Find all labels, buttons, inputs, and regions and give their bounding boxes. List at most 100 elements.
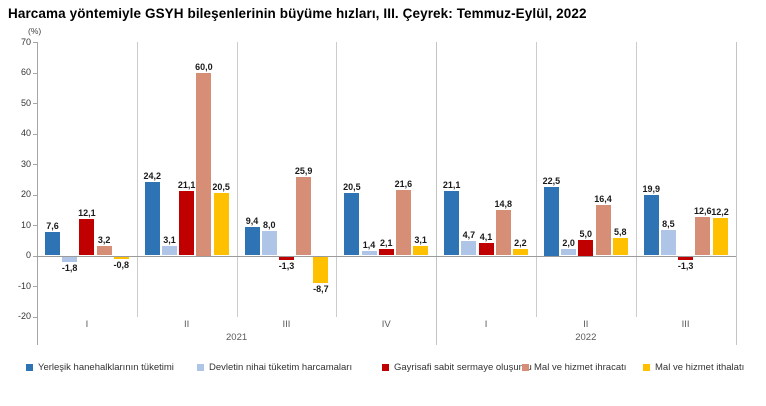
y-axis-tick-label: 20	[20, 189, 31, 199]
bar-2-q7	[660, 229, 676, 256]
legend-swatch-icon	[522, 363, 529, 371]
bar-value-label: 4,1	[479, 231, 493, 242]
bar-4-q2	[196, 72, 212, 256]
bar-value-label: 21,1	[442, 180, 461, 191]
bar-value-label: 16,4	[594, 194, 612, 205]
bar-5-q3	[313, 256, 329, 284]
y-axis-tick-label: 50	[20, 97, 31, 108]
legend-item: Yerleşik hanehalklarının tüketimi	[26, 361, 174, 373]
bar-1-q3	[244, 226, 260, 256]
bar-value-label: -1,3	[677, 261, 694, 272]
bar-value-label: 8,0	[262, 220, 276, 231]
bar-value-label: 3,1	[163, 235, 176, 246]
y-axis-tick	[33, 316, 37, 318]
bar-1-q1	[44, 232, 60, 256]
legend-swatch-icon	[197, 363, 204, 371]
y-axis-tick-label: -10	[17, 280, 31, 291]
quarter-separator-line	[635, 42, 637, 317]
legend-label: Yerleşik hanehalklarının tüketimi	[38, 361, 174, 373]
bar-value-label: 7,6	[46, 221, 59, 232]
legend-label: Mal ve hizmet ithalatı	[655, 361, 745, 373]
bar-1-q4	[344, 192, 360, 256]
bar-3-q7	[678, 256, 694, 261]
y-axis-tick-label: 0	[25, 250, 31, 260]
bar-value-label: 4,7	[462, 230, 476, 241]
bar-value-label: 5,0	[579, 229, 593, 240]
x-axis-quarter-label: III	[681, 318, 690, 330]
y-axis-tick-label: 40	[20, 128, 31, 138]
bar-5-q2	[213, 192, 229, 256]
bar-value-label: 21,6	[394, 178, 413, 189]
bar-4-q6	[595, 205, 611, 256]
bar-2-q4	[361, 251, 377, 256]
y-axis-tick-label: -20	[17, 311, 31, 321]
bar-2-q1	[62, 256, 78, 262]
bar-4-q3	[296, 176, 312, 256]
bar-1-q7	[643, 194, 659, 256]
bar-2-q2	[161, 246, 177, 256]
y-axis-tick-label: 70	[20, 36, 31, 47]
x-axis-year-label: 2022	[575, 332, 597, 343]
legend-item: Devletin nihai tüketim harcamaları	[197, 361, 353, 373]
bar-2-q3	[261, 231, 277, 256]
bar-1-q2	[144, 181, 160, 256]
year-boundary-line	[436, 42, 438, 345]
bar-1-q6	[543, 186, 559, 256]
bar-value-label: 60,0	[195, 61, 213, 72]
quarter-separator-line	[136, 42, 138, 317]
y-axis-line	[37, 42, 38, 345]
legend-item: Mal ve hizmet ithalatı	[643, 361, 745, 373]
legend-label: Mal ve hizmet ihracatı	[534, 361, 627, 373]
y-axis-tick	[33, 255, 37, 257]
legend-swatch-icon	[382, 363, 389, 371]
legend-item: Mal ve hizmet ihracatı	[522, 361, 627, 373]
bar-2-q6	[561, 249, 577, 256]
y-axis-tick	[33, 72, 37, 74]
bar-3-q3	[278, 256, 294, 261]
x-axis-quarter-label: I	[85, 318, 89, 330]
bar-3-q5	[478, 242, 494, 256]
x-axis-quarter-label: I	[484, 318, 488, 330]
bar-value-label: 20,5	[212, 181, 230, 192]
bar-2-q5	[461, 241, 477, 256]
bar-value-label: 8,5	[662, 218, 675, 229]
bar-3-q6	[578, 240, 594, 256]
bar-value-label: -1,3	[278, 261, 295, 272]
bar-value-label: 2,2	[514, 237, 527, 248]
bar-value-label: 24,2	[143, 170, 162, 181]
bar-value-label: 19,9	[642, 183, 660, 194]
x-axis-quarter-label: IV	[381, 318, 391, 330]
quarter-separator-line	[535, 42, 537, 317]
y-axis-tick	[33, 194, 37, 196]
bar-4-q1	[96, 245, 112, 256]
y-axis-tick	[33, 103, 37, 104]
bar-5-q6	[612, 237, 628, 256]
quarter-separator-line	[236, 42, 238, 317]
bar-value-label: 3,1	[414, 235, 427, 246]
quarter-separator-line	[336, 42, 338, 317]
x-axis-quarter-label: III	[282, 318, 291, 330]
bar-4-q5	[495, 210, 511, 256]
bar-value-label: -0,8	[113, 259, 130, 270]
bar-5-q5	[512, 248, 528, 256]
legend-swatch-icon	[643, 363, 650, 371]
y-axis-unit-label: (%)	[28, 26, 42, 36]
bar-value-label: -8,7	[313, 284, 329, 295]
legend-item: Gayrisafi sabit sermaye oluşumu	[382, 362, 532, 373]
x-axis-year-label: 2021	[226, 332, 248, 343]
y-axis-tick	[33, 42, 37, 43]
y-axis-tick-label: 30	[20, 158, 31, 169]
bar-5-q4	[413, 246, 429, 256]
bar-3-q2	[179, 191, 195, 256]
chart-title: Harcama yöntemiyle GSYH bileşenlerinin b…	[8, 6, 587, 21]
bar-value-label: 2,1	[379, 238, 393, 249]
bar-5-q7	[712, 218, 728, 256]
bar-value-label: 25,9	[294, 165, 313, 176]
legend-label: Devletin nihai tüketim harcamaları	[209, 361, 353, 373]
zero-baseline	[37, 255, 736, 257]
bar-value-label: 21,1	[177, 180, 196, 191]
y-axis-tick	[33, 164, 37, 165]
bar-value-label: 5,8	[613, 226, 627, 237]
y-axis-tick	[33, 225, 37, 226]
x-axis-quarter-label: II	[184, 318, 190, 330]
